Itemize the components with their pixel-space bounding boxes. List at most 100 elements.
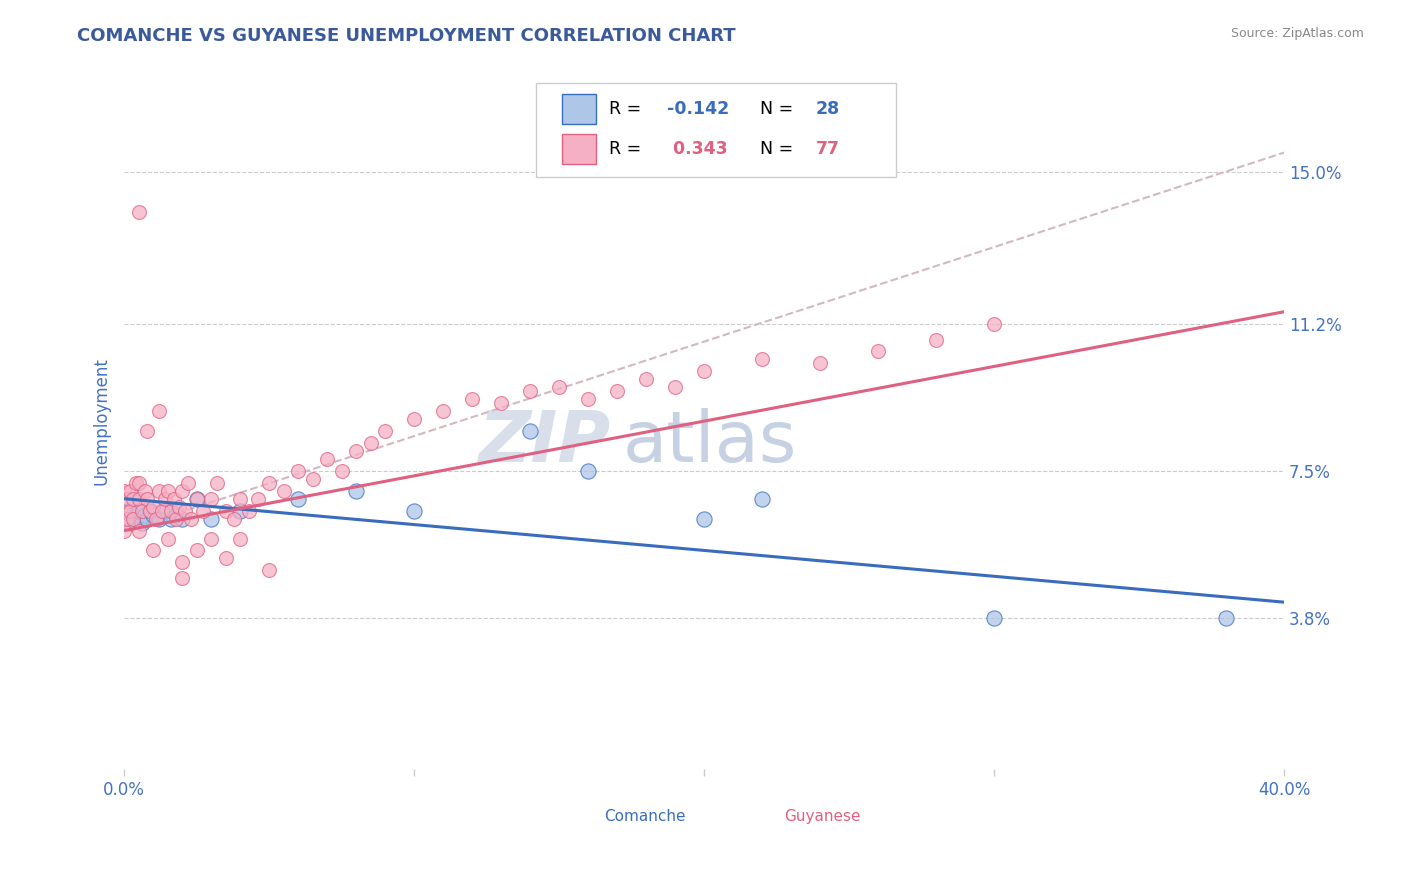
Point — [112, 483, 135, 498]
Text: N =: N = — [759, 140, 799, 158]
Point — [983, 611, 1005, 625]
Point — [432, 404, 454, 418]
Point — [238, 503, 260, 517]
Point — [229, 503, 252, 517]
Point — [148, 404, 170, 418]
Point — [128, 475, 150, 490]
Point — [404, 412, 426, 426]
Point — [229, 491, 252, 506]
Point — [246, 491, 269, 506]
Point — [200, 491, 222, 506]
Point — [925, 333, 948, 347]
Point — [606, 384, 628, 399]
Point — [186, 491, 208, 506]
Text: 77: 77 — [815, 140, 839, 158]
Point — [172, 571, 194, 585]
Point — [159, 503, 181, 517]
Point — [287, 491, 309, 506]
Point — [122, 491, 145, 506]
Point — [808, 356, 831, 370]
Point — [287, 464, 309, 478]
Point — [664, 380, 686, 394]
Point — [330, 464, 353, 478]
Point — [145, 511, 167, 525]
Point — [636, 372, 658, 386]
Point — [159, 511, 181, 525]
Point — [139, 503, 162, 517]
Point — [134, 483, 156, 498]
Point — [131, 516, 153, 530]
FancyBboxPatch shape — [536, 84, 896, 178]
FancyBboxPatch shape — [561, 94, 596, 124]
Point — [148, 511, 170, 525]
Point — [165, 511, 187, 525]
Text: Comanche: Comanche — [605, 809, 686, 824]
Point — [180, 511, 202, 525]
Point — [172, 511, 194, 525]
Point — [118, 503, 141, 517]
Point — [257, 563, 280, 577]
Point — [200, 511, 222, 525]
Y-axis label: Unemployment: Unemployment — [93, 357, 110, 485]
Point — [461, 392, 484, 407]
Point — [162, 491, 184, 506]
Point — [693, 364, 716, 378]
Point — [200, 532, 222, 546]
Point — [548, 380, 571, 394]
Point — [128, 524, 150, 538]
Point — [257, 475, 280, 490]
Point — [215, 503, 238, 517]
Point — [177, 475, 200, 490]
Text: Guyanese: Guyanese — [785, 809, 860, 824]
Point — [693, 511, 716, 525]
Point — [191, 503, 214, 517]
Point — [139, 503, 162, 517]
FancyBboxPatch shape — [564, 807, 592, 830]
Point — [374, 424, 396, 438]
Point — [112, 503, 135, 517]
Point — [519, 384, 541, 399]
Text: R =: R = — [609, 140, 647, 158]
Point — [576, 392, 599, 407]
Point — [153, 491, 176, 506]
Point — [115, 491, 138, 506]
Point — [118, 483, 141, 498]
Point — [172, 555, 194, 569]
Point — [360, 436, 382, 450]
Text: COMANCHE VS GUYANESE UNEMPLOYMENT CORRELATION CHART: COMANCHE VS GUYANESE UNEMPLOYMENT CORREL… — [77, 27, 735, 45]
Point — [519, 424, 541, 438]
Point — [118, 516, 141, 530]
Point — [150, 503, 173, 517]
Point — [142, 508, 165, 522]
Point — [142, 543, 165, 558]
Point — [112, 511, 135, 525]
Text: ZIP: ZIP — [479, 408, 612, 476]
Point — [169, 500, 191, 514]
Point — [148, 483, 170, 498]
Point — [142, 500, 165, 514]
Point — [174, 503, 197, 517]
Point — [125, 475, 148, 490]
Point — [122, 508, 145, 522]
Text: N =: N = — [759, 100, 799, 118]
Point — [215, 551, 238, 566]
Point — [983, 317, 1005, 331]
Text: Source: ZipAtlas.com: Source: ZipAtlas.com — [1230, 27, 1364, 40]
Point — [136, 511, 159, 525]
Point — [115, 503, 138, 517]
Point — [229, 532, 252, 546]
Point — [125, 511, 148, 525]
FancyBboxPatch shape — [744, 807, 772, 830]
Point — [131, 503, 153, 517]
Point — [112, 524, 135, 538]
Point — [186, 543, 208, 558]
Point — [751, 491, 773, 506]
Point — [273, 483, 295, 498]
Point — [404, 503, 426, 517]
FancyBboxPatch shape — [561, 134, 596, 164]
Point — [868, 344, 890, 359]
Point — [1215, 611, 1237, 625]
Point — [134, 508, 156, 522]
Point — [153, 503, 176, 517]
Point — [136, 424, 159, 438]
